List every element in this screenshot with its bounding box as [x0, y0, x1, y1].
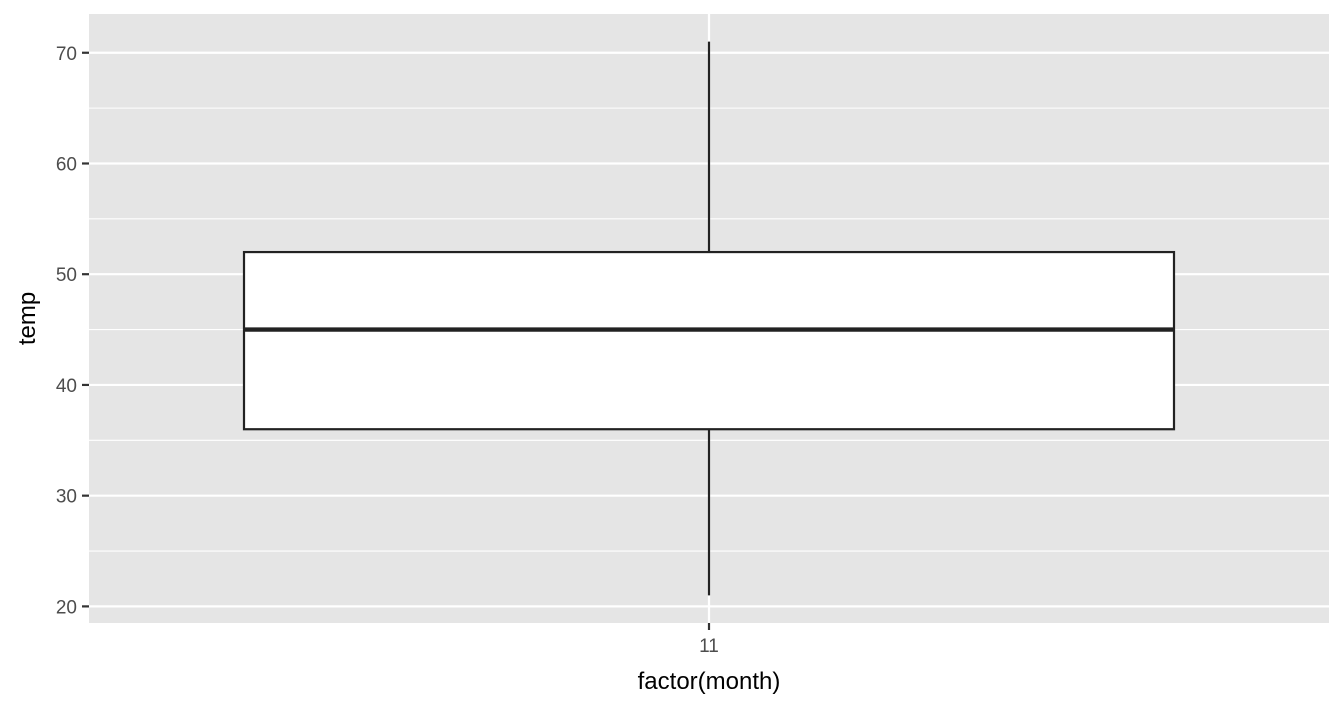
y-tick-label: 60	[56, 154, 77, 175]
y-tick-label: 40	[56, 376, 77, 397]
iqr-box	[242, 250, 1176, 431]
box-layer	[242, 41, 1176, 596]
y-tick-label: 50	[56, 265, 77, 286]
x-tick-label: 11	[699, 636, 719, 657]
box-11	[242, 41, 1176, 596]
y-tick-label: 30	[56, 487, 77, 508]
x-axis-title: factor(month)	[638, 668, 781, 695]
y-axis-title: temp	[14, 292, 41, 345]
axis-layer: 20 30 40 50 60 70 11	[56, 44, 719, 657]
y-tick-label: 20	[56, 597, 77, 618]
y-tick-label: 70	[56, 44, 77, 65]
